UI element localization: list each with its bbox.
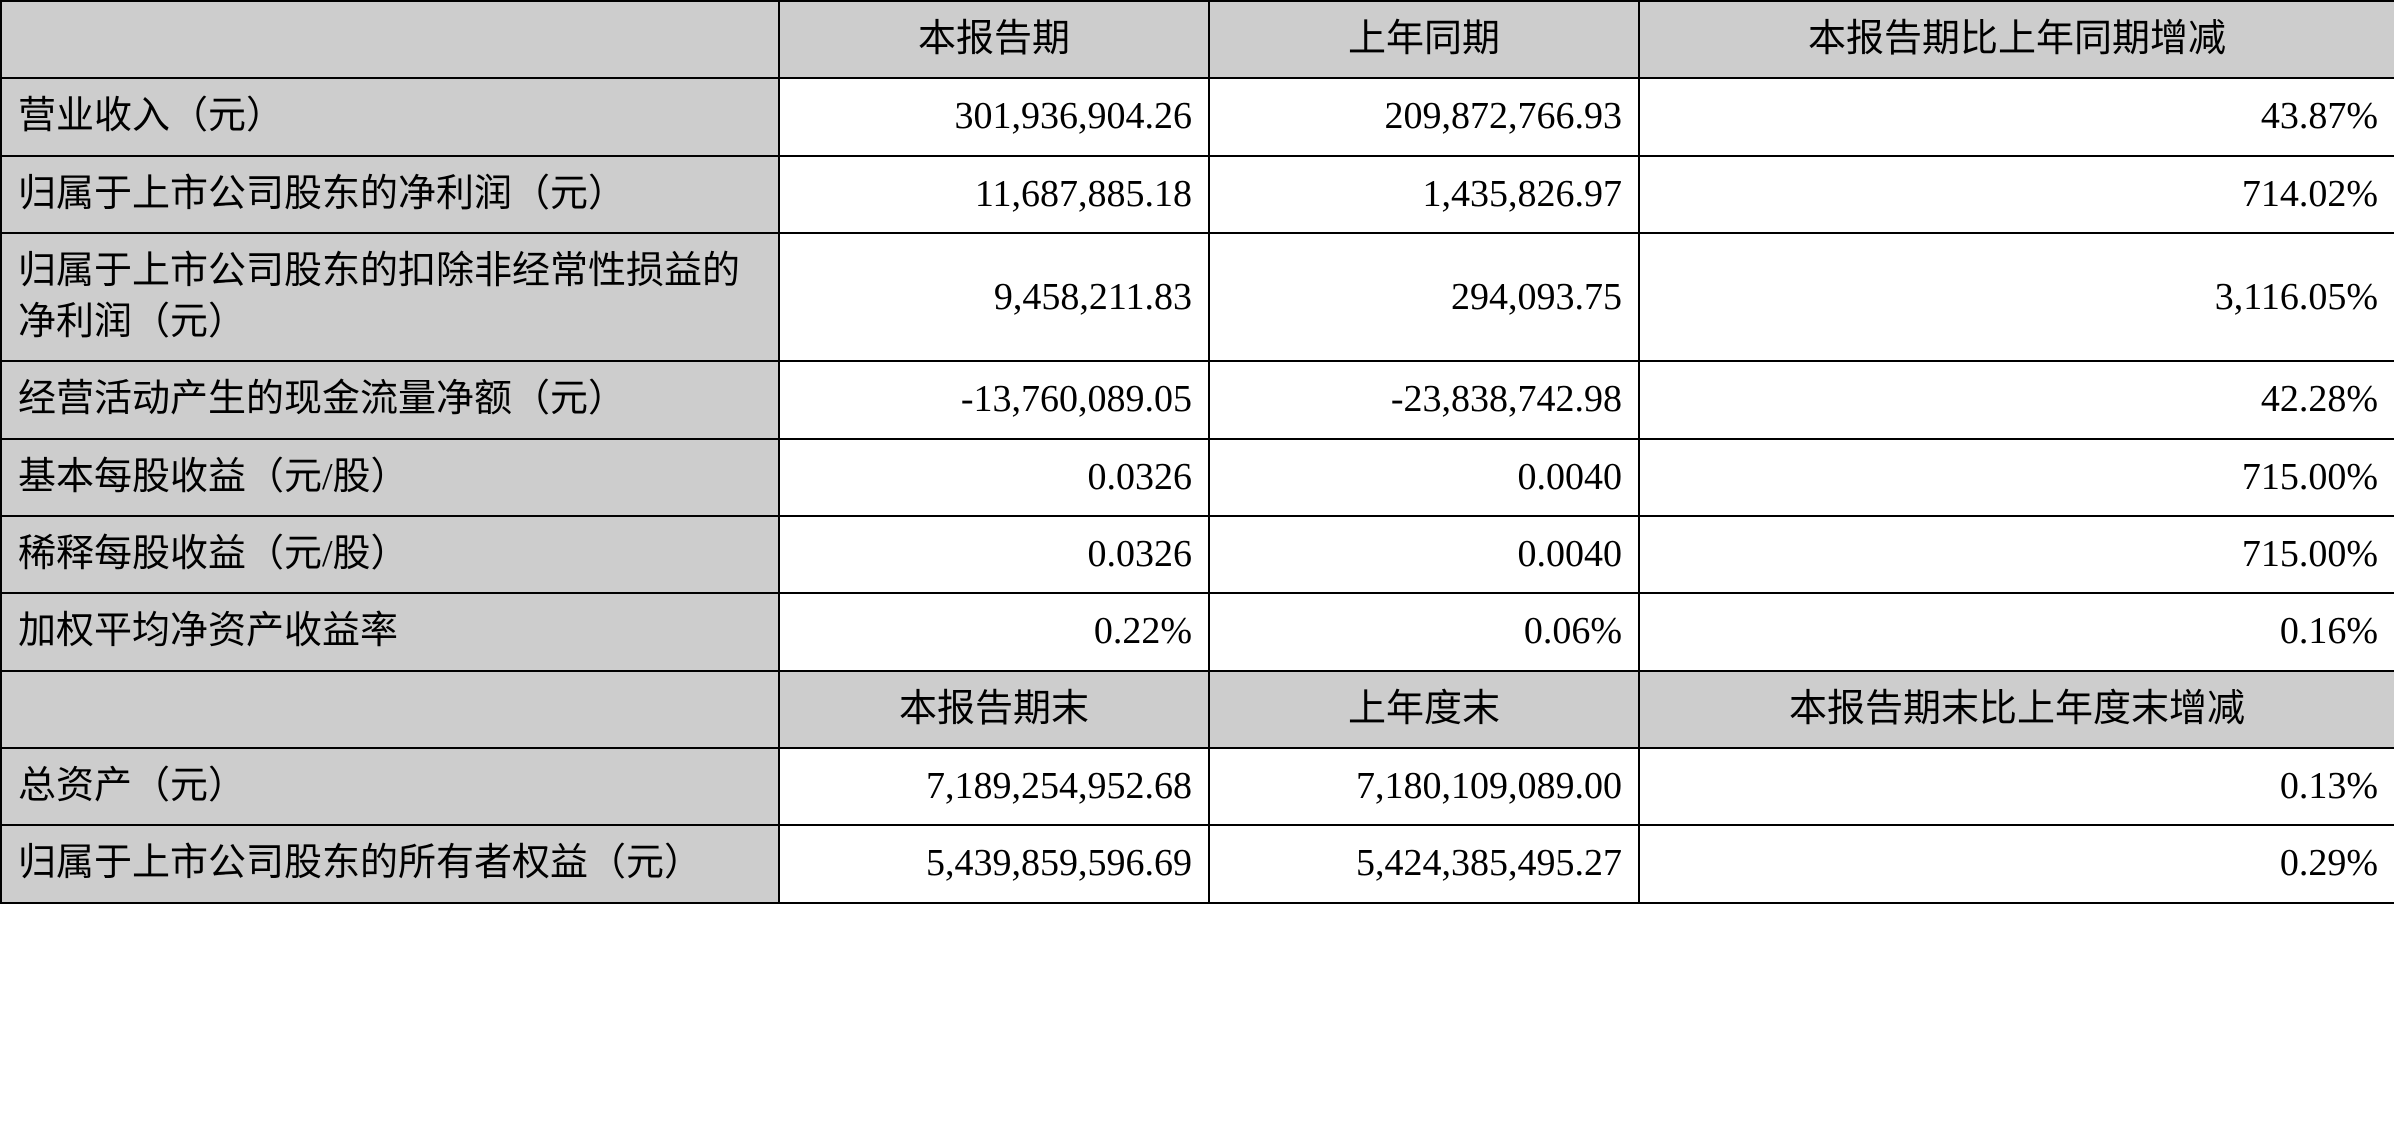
- table-row: 经营活动产生的现金流量净额（元） -13,760,089.05 -23,838,…: [1, 361, 2394, 438]
- row-current: 7,189,254,952.68: [779, 748, 1209, 825]
- row-prior: 0.0040: [1209, 516, 1639, 593]
- row-current: 0.0326: [779, 439, 1209, 516]
- table-row: 归属于上市公司股东的所有者权益（元） 5,439,859,596.69 5,42…: [1, 825, 2394, 902]
- table-row: 归属于上市公司股东的净利润（元） 11,687,885.18 1,435,826…: [1, 156, 2394, 233]
- financial-summary-table: 本报告期 上年同期 本报告期比上年同期增减 营业收入（元） 301,936,90…: [0, 0, 2394, 904]
- row-change: 714.02%: [1639, 156, 2394, 233]
- header-current: 本报告期: [779, 1, 1209, 78]
- row-change: 0.13%: [1639, 748, 2394, 825]
- row-label: 归属于上市公司股东的净利润（元）: [1, 156, 779, 233]
- header-change: 本报告期比上年同期增减: [1639, 1, 2394, 78]
- header-change-end: 本报告期末比上年度末增减: [1639, 671, 2394, 748]
- table-row: 加权平均净资产收益率 0.22% 0.06% 0.16%: [1, 593, 2394, 670]
- row-current: 5,439,859,596.69: [779, 825, 1209, 902]
- row-prior: 0.0040: [1209, 439, 1639, 516]
- header-blank: [1, 671, 779, 748]
- row-prior: 294,093.75: [1209, 233, 1639, 362]
- table-header-row: 本报告期末 上年度末 本报告期末比上年度末增减: [1, 671, 2394, 748]
- row-current: 0.0326: [779, 516, 1209, 593]
- row-label: 经营活动产生的现金流量净额（元）: [1, 361, 779, 438]
- row-label: 加权平均净资产收益率: [1, 593, 779, 670]
- row-label: 归属于上市公司股东的所有者权益（元）: [1, 825, 779, 902]
- row-label: 营业收入（元）: [1, 78, 779, 155]
- table-header-row: 本报告期 上年同期 本报告期比上年同期增减: [1, 1, 2394, 78]
- table-row: 归属于上市公司股东的扣除非经常性损益的净利润（元） 9,458,211.83 2…: [1, 233, 2394, 362]
- row-prior: 0.06%: [1209, 593, 1639, 670]
- row-change: 0.29%: [1639, 825, 2394, 902]
- header-blank: [1, 1, 779, 78]
- header-period-end: 本报告期末: [779, 671, 1209, 748]
- row-current: 9,458,211.83: [779, 233, 1209, 362]
- row-current: 0.22%: [779, 593, 1209, 670]
- row-label: 总资产（元）: [1, 748, 779, 825]
- row-label: 稀释每股收益（元/股）: [1, 516, 779, 593]
- header-prior: 上年同期: [1209, 1, 1639, 78]
- row-change: 3,116.05%: [1639, 233, 2394, 362]
- row-change: 43.87%: [1639, 78, 2394, 155]
- table-row: 稀释每股收益（元/股） 0.0326 0.0040 715.00%: [1, 516, 2394, 593]
- row-change: 0.16%: [1639, 593, 2394, 670]
- table-row: 总资产（元） 7,189,254,952.68 7,180,109,089.00…: [1, 748, 2394, 825]
- row-label: 基本每股收益（元/股）: [1, 439, 779, 516]
- row-prior: 209,872,766.93: [1209, 78, 1639, 155]
- table-row: 营业收入（元） 301,936,904.26 209,872,766.93 43…: [1, 78, 2394, 155]
- row-prior: 5,424,385,495.27: [1209, 825, 1639, 902]
- row-prior: -23,838,742.98: [1209, 361, 1639, 438]
- table-row: 基本每股收益（元/股） 0.0326 0.0040 715.00%: [1, 439, 2394, 516]
- row-label: 归属于上市公司股东的扣除非经常性损益的净利润（元）: [1, 233, 779, 362]
- row-change: 715.00%: [1639, 516, 2394, 593]
- row-prior: 1,435,826.97: [1209, 156, 1639, 233]
- row-change: 715.00%: [1639, 439, 2394, 516]
- header-year-end: 上年度末: [1209, 671, 1639, 748]
- row-prior: 7,180,109,089.00: [1209, 748, 1639, 825]
- row-current: 301,936,904.26: [779, 78, 1209, 155]
- row-current: -13,760,089.05: [779, 361, 1209, 438]
- row-change: 42.28%: [1639, 361, 2394, 438]
- row-current: 11,687,885.18: [779, 156, 1209, 233]
